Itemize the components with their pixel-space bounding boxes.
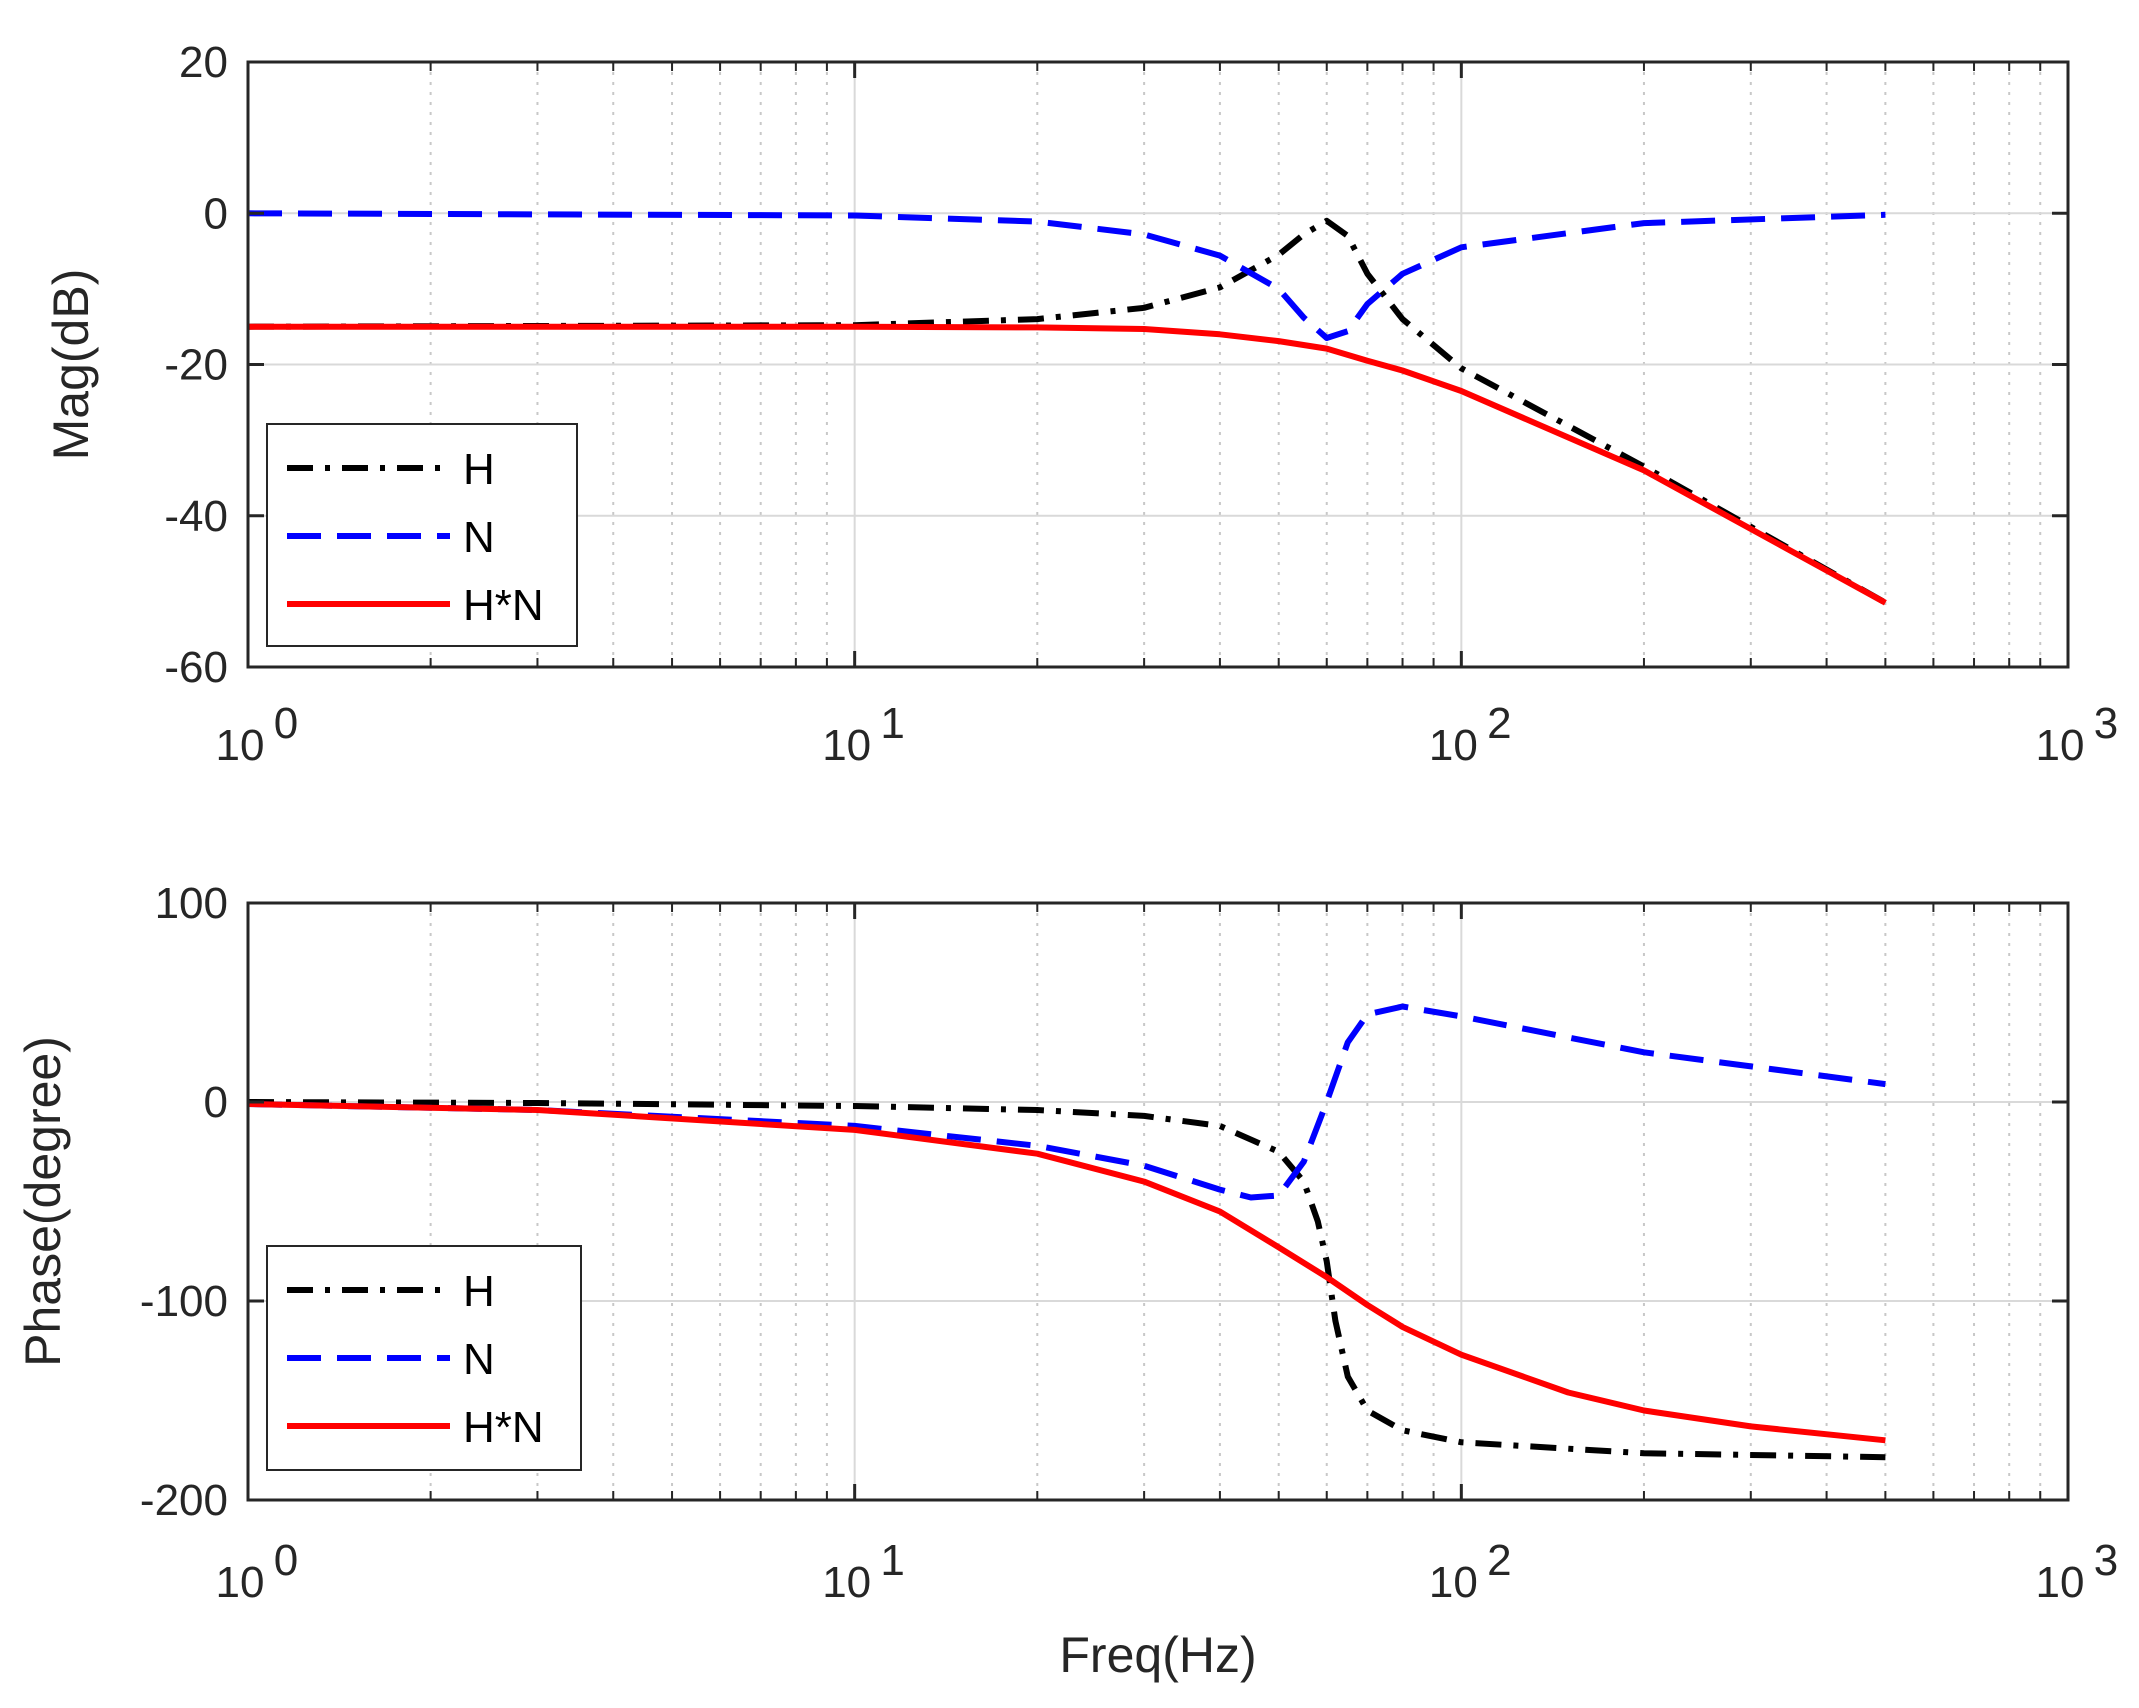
x-tick-exponent: 1 — [880, 699, 904, 748]
series-line-n — [247, 210, 1886, 341]
x-tick-exponent: 2 — [1487, 1536, 1511, 1585]
series-line-hxn — [247, 1101, 1886, 1444]
y-tick-label: 0 — [204, 1078, 228, 1127]
axes-box — [246, 901, 2070, 1502]
legend: HN H*N — [266, 423, 578, 647]
y-tick-label: 100 — [155, 879, 228, 928]
y-tick-label: 0 — [204, 189, 228, 238]
legend-label: H — [463, 445, 495, 494]
x-tick-exponent: 1 — [880, 1536, 904, 1585]
x-tick-exponent: 3 — [2094, 699, 2118, 748]
series-line-h — [247, 1099, 1886, 1461]
legend-label: H*N — [463, 1403, 544, 1452]
series-line-n — [247, 1003, 1886, 1201]
x-axis-label: Freq(Hz) — [1059, 1627, 1256, 1683]
legend-label: H*N — [463, 581, 544, 630]
series-line-hxn — [248, 323, 1887, 606]
legend-label: H — [463, 1267, 495, 1316]
x-tick-label: 10 — [216, 1558, 265, 1607]
legend: HN H*N — [266, 1245, 582, 1471]
x-tick-label: 10 — [822, 1558, 871, 1607]
y-tick-label: -20 — [164, 341, 228, 390]
x-tick-label: 10 — [2036, 1558, 2085, 1607]
x-tick-label: 10 — [1429, 1558, 1478, 1607]
x-tick-label: 10 — [1429, 721, 1478, 770]
y-axis-label: Phase(degree) — [15, 1036, 71, 1367]
legend-box — [266, 1245, 582, 1471]
y-tick-label: -200 — [140, 1476, 228, 1525]
y-tick-label: -60 — [164, 643, 228, 692]
y-tick-label: -40 — [164, 492, 228, 541]
x-tick-exponent: 3 — [2094, 1536, 2118, 1585]
y-tick-label: 20 — [179, 38, 228, 87]
legend-label: N — [463, 513, 495, 562]
x-tick-exponent: 0 — [274, 1536, 298, 1585]
x-tick-label: 10 — [216, 721, 265, 770]
x-tick-label: 10 — [822, 721, 871, 770]
x-tick-exponent: 0 — [274, 699, 298, 748]
y-axis-label: Mag(dB) — [43, 269, 99, 461]
y-tick-label: -100 — [140, 1277, 228, 1326]
x-tick-exponent: 2 — [1487, 699, 1511, 748]
legend-label: N — [463, 1335, 495, 1384]
x-tick-label: 10 — [2036, 721, 2085, 770]
